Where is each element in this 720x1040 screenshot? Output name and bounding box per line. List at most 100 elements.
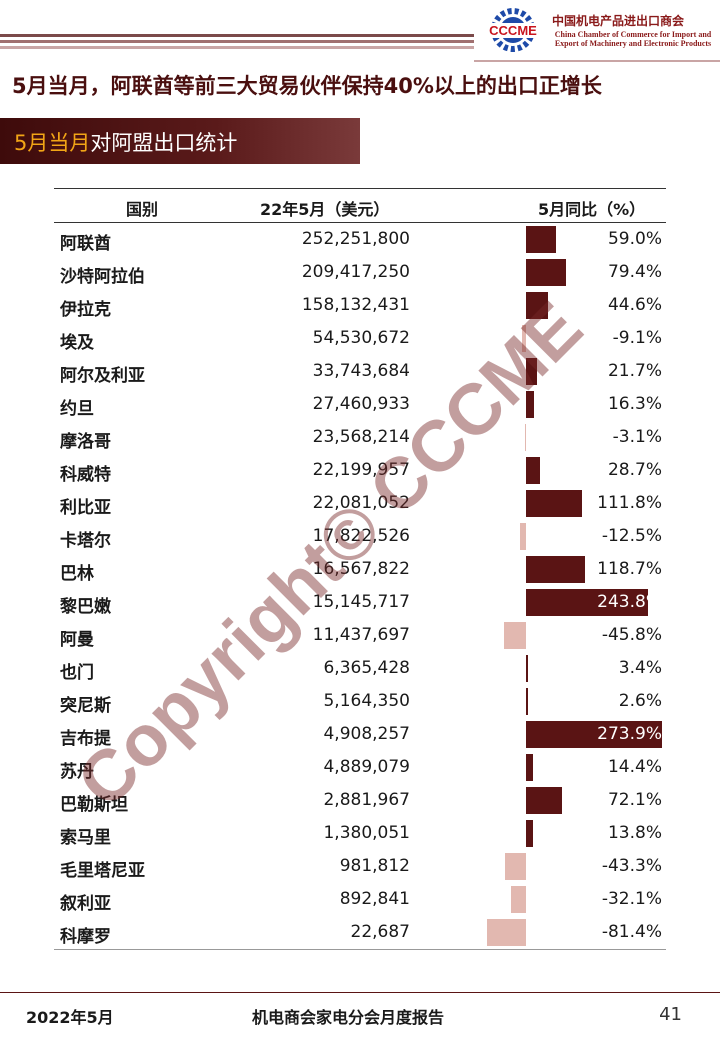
cell-yoy-pct: 2.6%: [618, 691, 662, 711]
table-row: 卡塔尔 17,822,526 -12.5%: [54, 520, 666, 553]
cell-country: 叙利亚: [60, 894, 111, 914]
page-headline: 5月当月，阿联酋等前三大贸易伙伴保持40%以上的出口正增长: [12, 74, 602, 98]
column-header-yoy: 5月同比（%）: [538, 200, 646, 219]
yoy-bar: [486, 919, 526, 946]
table-row: 索马里 1,380,051 13.8%: [54, 817, 666, 850]
cell-export-value: 1,380,051: [323, 823, 410, 843]
table-row: 阿联酋 252,251,800 59.0%: [54, 223, 666, 256]
export-stats-table: 国别 22年5月（美元） 5月同比（%） 阿联酋 252,251,800 59.0%…: [54, 188, 666, 950]
cell-export-value: 4,889,079: [323, 757, 410, 777]
table-row: 利比亚 22,081,052 111.8%: [54, 487, 666, 520]
yoy-bar: [526, 490, 582, 517]
cell-yoy-pct: -12.5%: [601, 526, 662, 546]
logo-text: CCCME: [489, 23, 537, 38]
cell-yoy-pct: 16.3%: [607, 394, 662, 414]
yoy-bar: [510, 886, 526, 913]
cell-yoy-pct: -9.1%: [612, 328, 662, 348]
cell-country: 伊拉克: [60, 300, 111, 320]
footer-date: 2022年5月: [26, 1008, 114, 1027]
cell-country: 索马里: [60, 828, 111, 848]
cell-country: 埃及: [60, 333, 94, 353]
cell-yoy-pct: -43.3%: [601, 856, 662, 876]
cell-yoy-pct: 72.1%: [607, 790, 662, 810]
cell-yoy-pct: 243.8%: [597, 592, 662, 612]
table-row: 巴林 16,567,822 118.7%: [54, 553, 666, 586]
yoy-bar: [526, 589, 648, 616]
cell-export-value: 158,132,431: [301, 295, 410, 315]
cell-country: 巴林: [60, 564, 94, 584]
cell-export-value: 23,568,214: [312, 427, 410, 447]
yoy-bar: [526, 655, 528, 682]
cell-yoy-pct: 59.0%: [607, 229, 662, 249]
yoy-bar: [505, 853, 526, 880]
yoy-bar: [526, 457, 541, 484]
cell-export-value: 892,841: [339, 889, 410, 909]
yoy-bar: [526, 259, 566, 286]
table-row: 科摩罗 22,687 -81.4%: [54, 916, 666, 949]
cell-export-value: 33,743,684: [312, 361, 410, 381]
footer-divider: [0, 992, 720, 993]
table-row: 毛里塔尼亚 981,812 -43.3%: [54, 850, 666, 883]
yoy-bar: [526, 292, 549, 319]
cell-export-value: 11,437,697: [312, 625, 410, 645]
cell-country: 卡塔尔: [60, 531, 111, 551]
org-name-cn: 中国机电产品进出口商会: [552, 14, 685, 28]
cell-yoy-pct: -32.1%: [601, 889, 662, 909]
section-title: 5月当月对阿盟出口统计: [14, 127, 237, 157]
section-title-rest: 对阿盟出口统计: [90, 131, 238, 155]
cell-yoy-pct: 14.4%: [607, 757, 662, 777]
yoy-bar: [526, 754, 534, 781]
table-body: 阿联酋 252,251,800 59.0% 沙特阿拉伯 209,417,250 79.4%…: [54, 223, 666, 950]
table-row: 阿尔及利亚 33,743,684 21.7%: [54, 355, 666, 388]
cell-country: 沙特阿拉伯: [60, 267, 145, 287]
cell-export-value: 981,812: [339, 856, 410, 876]
cell-country: 科威特: [60, 465, 111, 485]
page-number: 41: [659, 1004, 682, 1025]
table-row: 伊拉克 158,132,431 44.6%: [54, 289, 666, 322]
cell-export-value: 22,199,957: [312, 460, 410, 480]
cell-country: 阿曼: [60, 630, 94, 650]
cell-yoy-pct: -3.1%: [612, 427, 662, 447]
cell-yoy-pct: -81.4%: [601, 922, 662, 942]
cell-export-value: 16,567,822: [312, 559, 410, 579]
cell-yoy-pct: 118.7%: [597, 559, 662, 579]
cccme-logo-icon: CCCME: [480, 8, 546, 52]
cell-export-value: 6,365,428: [323, 658, 410, 678]
cell-country: 约旦: [60, 399, 94, 419]
table-row: 突尼斯 5,164,350 2.6%: [54, 685, 666, 718]
yoy-bar: [526, 688, 528, 715]
cell-country: 摩洛哥: [60, 432, 111, 452]
cell-export-value: 54,530,672: [312, 328, 410, 348]
table-row: 约旦 27,460,933 16.3%: [54, 388, 666, 421]
yoy-bar: [524, 424, 526, 451]
cell-export-value: 22,687: [350, 922, 410, 942]
table-row: 摩洛哥 23,568,214 -3.1%: [54, 421, 666, 454]
cell-yoy-pct: 44.6%: [607, 295, 662, 315]
header-decor-band: [0, 34, 500, 50]
cell-export-value: 4,908,257: [323, 724, 410, 744]
yoy-bar: [526, 721, 662, 748]
table-row: 叙利亚 892,841 -32.1%: [54, 883, 666, 916]
cell-export-value: 252,251,800: [301, 229, 410, 249]
yoy-bar: [521, 325, 526, 352]
cell-country: 突尼斯: [60, 696, 111, 716]
cell-export-value: 15,145,717: [312, 592, 410, 612]
cell-yoy-pct: 21.7%: [607, 361, 662, 381]
cell-yoy-pct: 273.9%: [597, 724, 662, 744]
table-row: 苏丹 4,889,079 14.4%: [54, 751, 666, 784]
org-logo-block: CCCME 中国机电产品进出口商会 China Chamber of Comme…: [474, 0, 720, 62]
cell-country: 巴勒斯坦: [60, 795, 128, 815]
cell-yoy-pct: 13.8%: [607, 823, 662, 843]
table-row: 埃及 54,530,672 -9.1%: [54, 322, 666, 355]
cell-country: 吉布提: [60, 729, 111, 749]
yoy-bar: [526, 820, 533, 847]
table-row: 也门 6,365,428 3.4%: [54, 652, 666, 685]
yoy-bar: [526, 787, 563, 814]
cell-country: 利比亚: [60, 498, 111, 518]
cell-country: 科摩罗: [60, 927, 111, 947]
yoy-bar: [520, 523, 526, 550]
cell-yoy-pct: 79.4%: [607, 262, 662, 282]
column-header-value: 22年5月（美元）: [260, 200, 390, 219]
cell-yoy-pct: -45.8%: [601, 625, 662, 645]
cell-export-value: 5,164,350: [323, 691, 410, 711]
